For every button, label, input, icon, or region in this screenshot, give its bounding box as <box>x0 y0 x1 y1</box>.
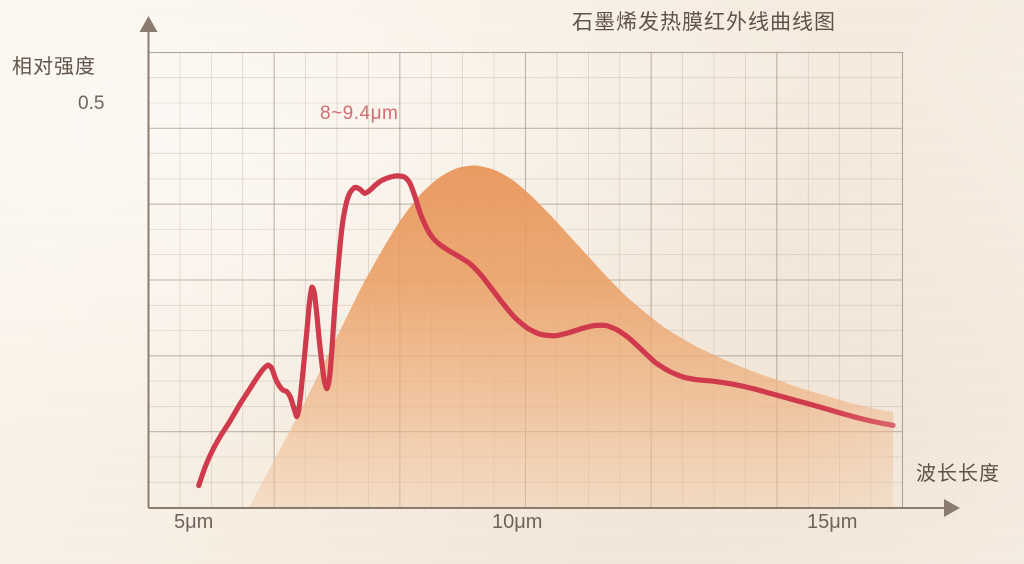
x-tick-label-10um: 10μm <box>492 511 543 533</box>
x-tick-label-5um: 5μm <box>174 511 214 533</box>
infrared-intensity-curve <box>196 173 896 489</box>
chart-title: 石墨烯发热膜红外线曲线图 <box>572 11 836 34</box>
y-tick-label-0-5: 0.5 <box>78 93 105 114</box>
x-axis-label: 波长长度 <box>916 463 1000 485</box>
x-tick-label-15um: 15μm <box>807 511 858 533</box>
y-axis-label: 相对强度 <box>12 56 96 78</box>
peak-range-annotation: 8~9.4μm <box>320 103 399 124</box>
blackbody-reference-area <box>249 165 894 508</box>
